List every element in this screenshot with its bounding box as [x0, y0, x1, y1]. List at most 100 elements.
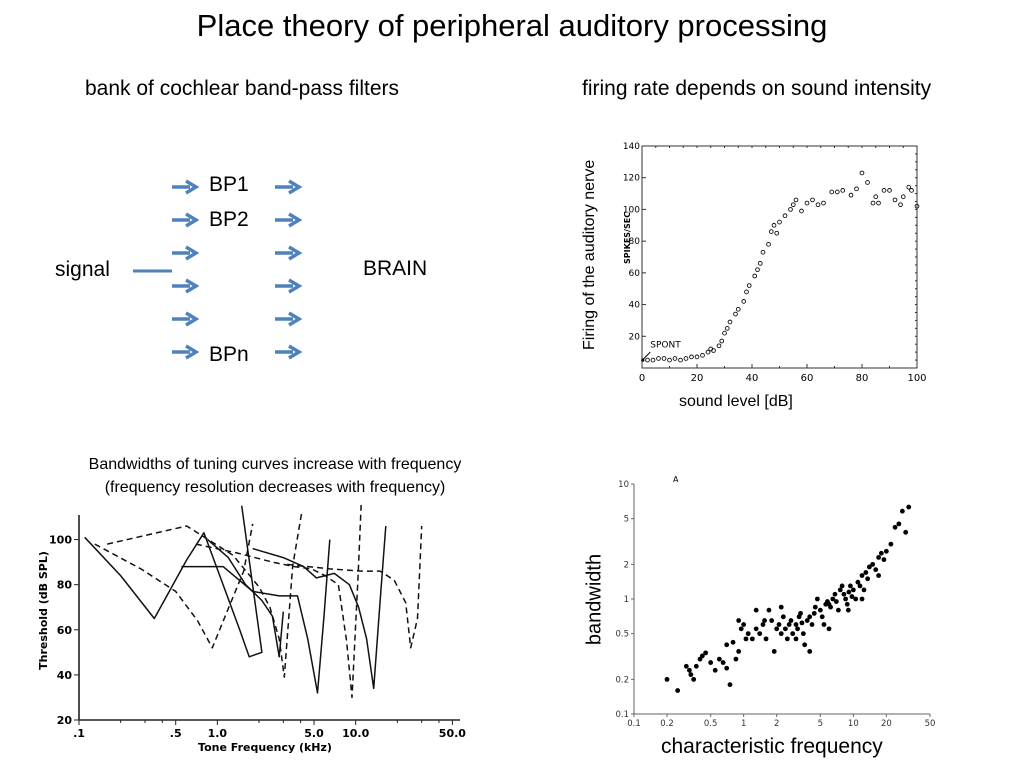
firing-point-22 — [741, 299, 747, 304]
bw-point-83 — [866, 564, 872, 570]
firing-point-43 — [829, 189, 835, 195]
firing-xtick-label: 20 — [691, 373, 704, 384]
filter-arrow-out-2 — [275, 212, 303, 228]
tuning-curve-1 — [84, 505, 263, 658]
bw-point-99 — [793, 636, 799, 642]
bw-point-86 — [876, 555, 882, 560]
bw-point-101 — [826, 626, 832, 632]
firing-point-2 — [650, 357, 656, 363]
tuning-curves-plot: .1 .5 1.0 5.0 10.0 50.0 20 40 60 80 100 Tone Freque… — [37, 498, 466, 754]
bw-point-100 — [807, 649, 813, 654]
bw-point-47 — [799, 620, 805, 626]
signal-label: signal — [55, 258, 110, 281]
bw-point-16 — [727, 682, 733, 688]
firing-point-5 — [667, 357, 672, 363]
bw-point-29 — [762, 618, 767, 623]
firing-point-3 — [656, 356, 661, 361]
firing-point-33 — [777, 219, 782, 225]
filter-arrow-in-1 — [172, 179, 200, 195]
bw-xtick-label: 20 — [881, 719, 892, 729]
firing-point-47 — [854, 186, 859, 192]
tuning-caption-line-2: (frequency resolution decreases with fre… — [104, 479, 446, 496]
firing-point-56 — [898, 202, 903, 208]
bw-ytick-label: 1 — [624, 595, 629, 605]
filter-arrow-out-1 — [275, 179, 303, 195]
bandwidth-xlabel: characteristic frequency — [661, 735, 883, 758]
firing-point-31 — [771, 222, 777, 228]
firing-point-29 — [766, 241, 771, 247]
firing-xtick-label: 0 — [639, 373, 645, 384]
bw-point-93 — [899, 508, 905, 514]
tuning-ylabel: Threshold (dB SPL) — [37, 551, 50, 670]
filter-arrow-in-3 — [172, 245, 200, 261]
bw-point-85 — [873, 567, 879, 573]
firing-ytick-label: 100 — [623, 205, 640, 215]
bw-point-48 — [800, 631, 806, 637]
spont-pointer — [642, 351, 651, 360]
bw-point-4 — [687, 667, 692, 673]
bw-point-94 — [903, 529, 909, 535]
bw-point-68 — [839, 583, 845, 589]
bw-xtick-label: 2 — [774, 719, 779, 729]
bw-point-11 — [708, 660, 714, 665]
bw-point-41 — [788, 618, 794, 623]
firing-point-25 — [752, 273, 758, 279]
page-title: Place theory of peripheral auditory proc… — [196, 8, 828, 43]
firing-point-14 — [711, 348, 716, 353]
bw-point-7 — [693, 663, 699, 669]
bandwidth-ylabel: bandwidth — [583, 553, 606, 646]
bw-point-14 — [720, 660, 726, 665]
firing-point-37 — [793, 197, 799, 203]
filter-arrow-in-4 — [172, 278, 200, 294]
bw-xtick-label: 0.5 — [704, 719, 718, 729]
bw-point-98 — [778, 604, 784, 610]
firing-point-39 — [804, 200, 810, 206]
firing-point-15 — [716, 343, 722, 349]
bw-point-56 — [817, 607, 823, 613]
bw-point-55 — [814, 596, 820, 602]
tuning-xlabel: Tone Frequency (kHz) — [198, 741, 332, 754]
firing-xtick-label: 80 — [856, 373, 869, 384]
firing-point-27 — [757, 260, 763, 266]
bw-xtick-label: 1 — [741, 719, 746, 729]
bw-point-10 — [703, 650, 709, 656]
bw-point-37 — [780, 614, 786, 620]
tuning-ytick-label: 40 — [57, 669, 73, 682]
bw-ytick-label: 10 — [618, 480, 629, 490]
bw-point-40 — [786, 622, 792, 627]
firing-rate-chart: 0 20 40 60 80 100 20 40 60 80 100 120 140 SPIKES/SEC S… — [620, 140, 940, 390]
bw-point-13 — [716, 656, 722, 662]
firing-point-16 — [719, 338, 725, 344]
filter-bank-diagram: signal BRAIN BP1 BP2 BPn — [0, 160, 520, 390]
bw-point-36 — [778, 631, 784, 637]
bw-ytick-label: 0.2 — [615, 675, 629, 685]
bw-point-46 — [798, 610, 803, 616]
bw-xtick-label: 0.1 — [627, 719, 641, 729]
bw-point-35 — [776, 622, 782, 627]
firing-point-53 — [881, 188, 887, 193]
bw-point-2 — [675, 688, 681, 693]
filter-label-1: BP1 — [209, 173, 249, 196]
firing-point-21 — [735, 306, 741, 312]
bw-point-1 — [664, 676, 670, 682]
bw-panel-label: A — [673, 475, 679, 484]
firing-point-8 — [683, 356, 689, 361]
firing-point-35 — [788, 207, 793, 212]
firing-point-4 — [661, 356, 667, 361]
firing-point-24 — [746, 283, 752, 288]
firing-point-28 — [760, 249, 766, 255]
tuning-curves-chart: .1 .5 1.0 5.0 10.0 50.0 20 40 60 80 100 Tone Freque… — [30, 498, 490, 765]
bw-point-88 — [881, 557, 887, 563]
tuning-xtick-label: 10.0 — [342, 727, 369, 740]
firing-point-50 — [870, 200, 876, 206]
bw-point-9 — [699, 653, 705, 659]
bw-point-96 — [736, 618, 742, 623]
bw-point-52 — [809, 622, 815, 627]
bw-point-33 — [771, 649, 777, 654]
spont-point — [641, 358, 645, 362]
firing-point-1 — [645, 357, 650, 363]
bw-point-64 — [832, 591, 838, 597]
bw-point-22 — [741, 622, 747, 627]
firing-point-9 — [689, 354, 694, 360]
firing-ylabel: Firing of the auditory nerve — [581, 159, 598, 350]
